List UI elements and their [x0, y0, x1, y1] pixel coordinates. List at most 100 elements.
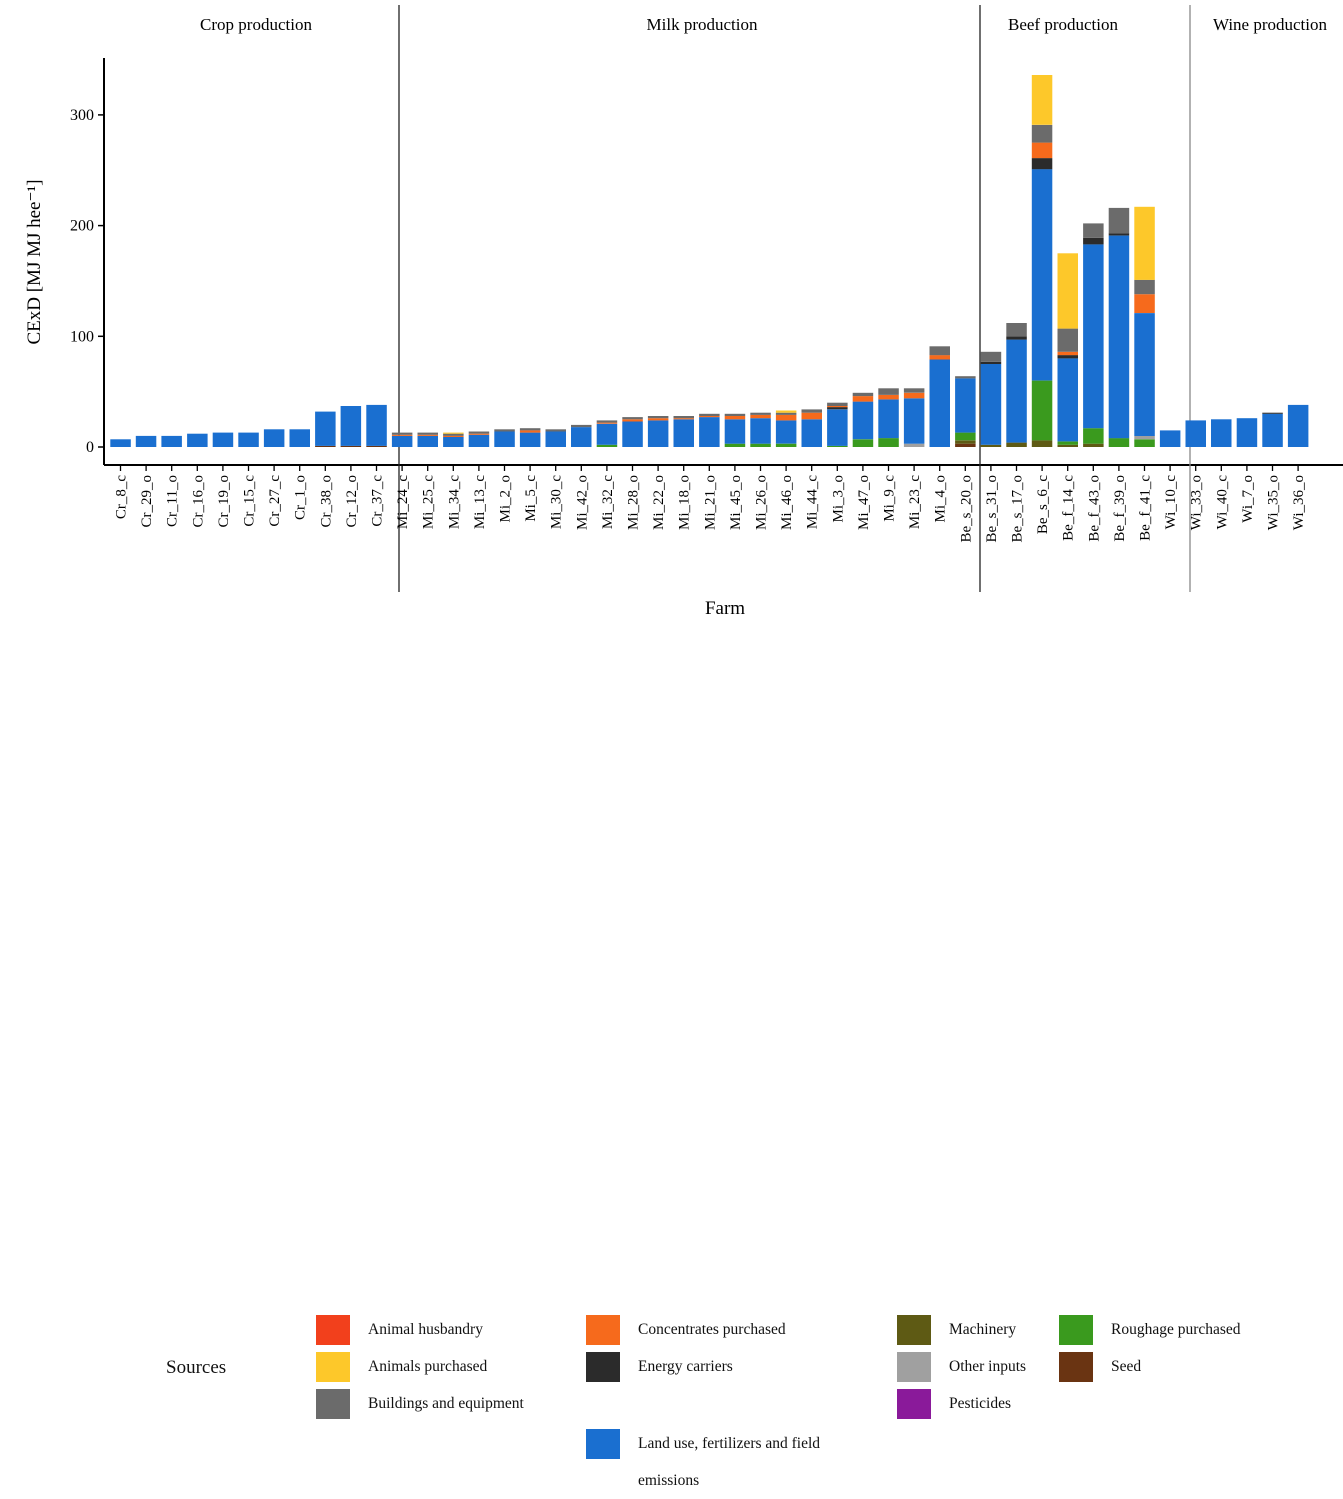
x-axis-label: Farm: [705, 598, 745, 619]
bar-segment: [315, 445, 336, 447]
legend-item-machinery: Machinery: [897, 1315, 1016, 1345]
bar-segment: [903, 443, 925, 447]
panel-title: Milk production: [647, 15, 758, 34]
bar-segment: [1236, 418, 1258, 447]
x-tick-label: Mi_5_c: [523, 475, 539, 522]
bar-segment: [1134, 439, 1155, 447]
bar-segment: [1083, 244, 1104, 429]
bar-segment: [878, 399, 899, 439]
bar-segment: [724, 443, 746, 447]
bar-segment: [827, 407, 848, 410]
x-tick-label: Mi_30_c: [549, 475, 565, 530]
legend-swatch-animal-husbandry: [316, 1315, 350, 1345]
y-tick-label: 300: [70, 107, 94, 124]
bar-segment: [622, 421, 643, 447]
x-tick-label: Cr_29_o: [139, 475, 155, 528]
bar-segment: [468, 433, 490, 435]
bar-segment: [366, 445, 387, 447]
bar-segment: [801, 409, 822, 413]
bar-segment: [443, 435, 464, 437]
bar-segment: [980, 364, 1002, 445]
bar-segment: [878, 395, 899, 400]
bar-segment: [750, 412, 771, 415]
x-tick-label: Cr_27_c: [267, 475, 283, 527]
bar-segment: [1031, 440, 1053, 447]
legend-swatch-other-inputs: [897, 1352, 931, 1382]
x-tick-label: Mi_22_o: [651, 475, 667, 530]
bar-segment: [852, 392, 874, 397]
bar-segment: [699, 417, 720, 447]
x-tick-label: Mi_26_o: [754, 475, 770, 530]
x-tick-label: Mi_13_c: [472, 475, 488, 530]
bar-segment: [391, 435, 413, 447]
bar-segment: [1134, 435, 1155, 440]
bar-segment: [724, 413, 746, 416]
legend-label: Animal husbandry: [368, 1321, 483, 1338]
x-tick-label: Wi_35_o: [1266, 475, 1282, 530]
bar-segment: [571, 427, 592, 447]
bar-segment: [391, 432, 413, 435]
bar-segment: [647, 420, 669, 447]
bar-segment: [1134, 279, 1155, 295]
bar-segment: [750, 414, 771, 419]
bar-segment: [1262, 413, 1283, 447]
x-tick-label: Cr_16_o: [190, 475, 206, 528]
bar-segment: [494, 431, 515, 447]
bar-segment: [673, 416, 694, 419]
x-tick-label: Mi_28_o: [626, 475, 642, 530]
bar-segment: [391, 434, 413, 436]
bar-segment: [1031, 169, 1053, 381]
legend-item-other-inputs: Other inputs: [897, 1352, 1026, 1382]
bar-segment: [955, 378, 976, 433]
legend-item-pesticides: Pesticides: [897, 1389, 1011, 1419]
legend-label: Concentrates purchased: [638, 1321, 786, 1338]
bar-segment: [1031, 142, 1053, 159]
bar-segment: [571, 424, 592, 428]
bar-segment: [647, 416, 669, 419]
bar-segment: [699, 416, 720, 418]
bar-segment: [1057, 444, 1078, 447]
bar-segment: [110, 439, 131, 447]
bar-segment: [647, 418, 669, 421]
bar-segment: [1031, 75, 1053, 125]
x-tick-label: Be_f_14_c: [1061, 475, 1077, 541]
x-tick-label: Cr_19_o: [216, 475, 232, 528]
panel-title: Crop production: [200, 15, 312, 34]
bar-segment: [135, 435, 157, 447]
bar-segment: [289, 429, 310, 447]
bar-segment: [1031, 380, 1053, 441]
x-tick-label: Be_s_31_o: [984, 475, 1000, 543]
legend-item-roughage-purchased: Roughage purchased: [1059, 1315, 1241, 1345]
legend-swatch-animals-purchased: [316, 1352, 350, 1382]
bar-segment: [1108, 438, 1130, 447]
bar-segment: [1006, 339, 1027, 443]
legend-item-energy-carriers: Energy carriers: [586, 1352, 733, 1382]
legend-swatch-roughage-purchased: [1059, 1315, 1093, 1345]
bar-segment: [903, 398, 925, 444]
bar-segment: [673, 418, 694, 420]
bar-segment: [1031, 124, 1053, 143]
bar-segment: [929, 359, 950, 447]
legend-swatch-seed: [1059, 1352, 1093, 1382]
x-tick-label: Wi_33_o: [1189, 475, 1205, 530]
panel-title: Beef production: [1008, 15, 1118, 34]
bar-segment: [827, 402, 848, 406]
x-tick-label: Cr_11_o: [165, 475, 181, 527]
legend-label: Machinery: [949, 1321, 1017, 1338]
bar-segment: [263, 429, 285, 447]
bar-segment: [212, 432, 234, 447]
legend: Sources Animal husbandry Animals purchas…: [0, 650, 1343, 1489]
bar-segment: [903, 392, 925, 399]
bar-segment: [929, 346, 950, 356]
bar-segment: [1108, 207, 1130, 234]
legend-label: Other inputs: [949, 1358, 1027, 1375]
bar-segment: [622, 419, 643, 422]
bar-segment: [417, 434, 438, 436]
legend-swatch-pesticides: [897, 1389, 931, 1419]
x-tick-label: Be_s_17_o: [1010, 475, 1026, 543]
x-tick-label: Mi_42_o: [574, 475, 590, 530]
x-tick-label: Wi_40_c: [1214, 475, 1230, 530]
x-tick-label: Cr_8_c: [114, 475, 130, 520]
bar-segment: [519, 428, 541, 431]
bar-segment: [852, 396, 874, 402]
